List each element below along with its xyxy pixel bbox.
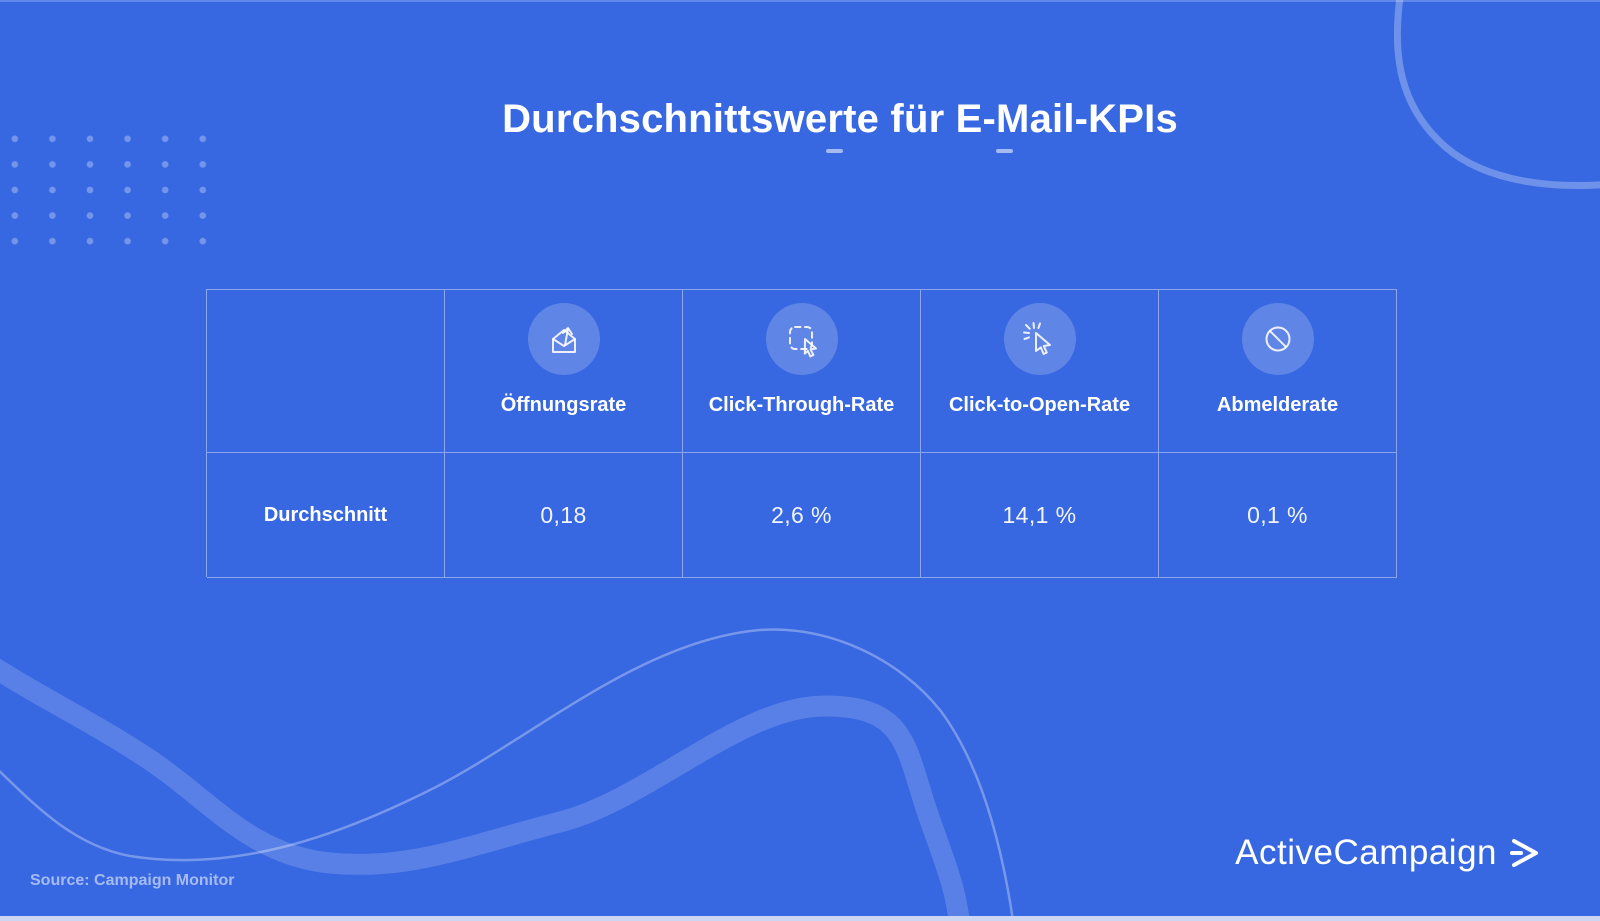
row-label-cell: Durchschnitt (207, 453, 445, 578)
column-label: Click-to-Open-Rate (948, 394, 1131, 416)
value-cell-open-rate: 0,18 (445, 453, 683, 578)
icon-badge (765, 303, 838, 375)
header-cell-click-through-rate: Click-Through-Rate (683, 290, 921, 453)
icon-badge (1241, 303, 1314, 375)
bottom-edge-bar (0, 916, 1600, 921)
open-email-icon (551, 327, 576, 353)
activecampaign-logo: ActiveCampaign (1235, 833, 1542, 873)
column-label: Click-Through-Rate (708, 394, 895, 416)
source-attribution: Source: Campaign Monitor (30, 872, 235, 889)
value-cell-click-to-open-rate: 14,1 % (921, 453, 1159, 578)
kpi-table: Öffnungsrate Click-Through-Rate (206, 289, 1397, 578)
kpi-value: 2,6 % (771, 501, 832, 528)
value-cell-unsubscribe-rate: 0,1 % (1159, 453, 1397, 578)
dot-grid-pattern (0, 126, 222, 255)
header-cell-empty (207, 290, 445, 453)
click-to-open-icon (1022, 322, 1051, 355)
icon-badge (1003, 303, 1076, 375)
value-cell-click-through-rate: 2,6 % (683, 453, 921, 578)
row-label: Durchschnitt (263, 503, 388, 526)
header-cell-click-to-open-rate: Click-to-Open-Rate (921, 290, 1159, 453)
top-edge-highlight (0, 0, 1600, 2)
top-right-arc-line (1393, 0, 1600, 189)
decorative-dash (996, 149, 1013, 153)
icon-badge (527, 303, 600, 375)
kpi-value: 0,1 % (1247, 501, 1308, 528)
kpi-value: 0,18 (540, 501, 587, 528)
column-label: Öffnungsrate (500, 394, 627, 416)
unsubscribe-blocked-icon (1265, 326, 1290, 352)
page-title: Durchschnittswerte für E-Mail-KPIs (502, 97, 1178, 141)
kpi-value: 14,1 % (1002, 501, 1077, 528)
decorative-dash (826, 149, 843, 153)
header-cell-open-rate: Öffnungsrate (445, 290, 683, 453)
activecampaign-logo-text: ActiveCampaign (1235, 833, 1497, 872)
click-through-icon (788, 326, 817, 358)
header-cell-unsubscribe-rate: Abmelderate (1159, 290, 1397, 453)
activecampaign-chevron-icon (1510, 839, 1538, 867)
column-label: Abmelderate (1216, 394, 1339, 416)
